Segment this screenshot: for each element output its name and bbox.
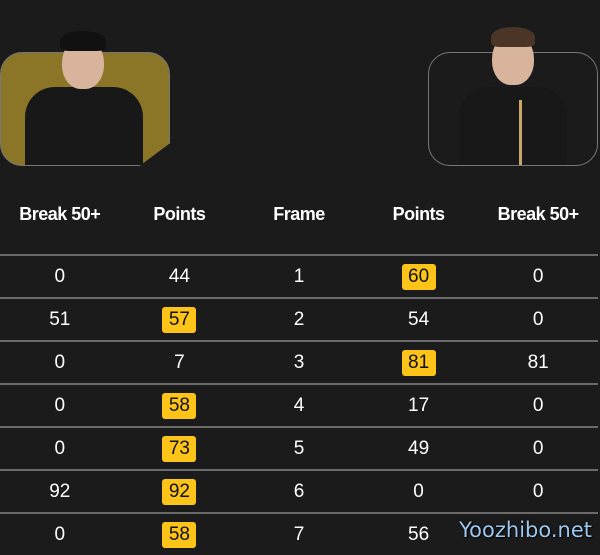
right-points-value: 49 xyxy=(408,437,430,459)
left-points-value: 44 xyxy=(168,265,190,287)
cell-frame-number: 1 xyxy=(239,266,359,288)
header-left-break: Break 50+ xyxy=(19,204,101,224)
left-break-value: 0 xyxy=(54,351,66,373)
cell-frame-number: 7 xyxy=(239,524,359,546)
cell-right-points: 60 xyxy=(359,263,479,290)
cell-right-points: 49 xyxy=(359,438,479,460)
table-row: 92 92 6 0 0 xyxy=(0,469,598,512)
right-break-value: 0 xyxy=(532,394,544,416)
right-points-value: 56 xyxy=(408,523,430,545)
right-points-value: 17 xyxy=(408,394,430,416)
table-header: Break 50+ Points Frame Points Break 50+ xyxy=(0,204,598,225)
cell-right-break: 81 xyxy=(478,352,598,374)
right-break-value: 81 xyxy=(527,351,549,373)
cell-right-points: 17 xyxy=(359,395,479,417)
cell-right-break: 0 xyxy=(478,438,598,460)
cell-left-break: 0 xyxy=(0,266,120,288)
cell-left-points: 44 xyxy=(120,266,240,288)
header-right-points: Points xyxy=(392,204,446,224)
cell-left-points: 73 xyxy=(120,435,240,462)
cell-left-points: 7 xyxy=(120,352,240,374)
cell-right-break: 0 xyxy=(478,309,598,331)
right-points-value: 60 xyxy=(401,263,436,290)
cell-left-break: 51 xyxy=(0,309,120,331)
cell-right-points: 0 xyxy=(359,481,479,503)
right-points-value: 81 xyxy=(401,349,436,376)
cell-frame-number: 4 xyxy=(239,395,359,417)
cell-left-points: 58 xyxy=(120,521,240,548)
left-break-value: 0 xyxy=(54,523,66,545)
cell-left-points: 92 xyxy=(120,478,240,505)
frame-number-value: 1 xyxy=(293,265,305,287)
frame-number-value: 2 xyxy=(293,308,305,330)
right-break-value: 0 xyxy=(532,265,544,287)
header-frame: Frame xyxy=(273,204,325,224)
right-player-figure xyxy=(455,25,575,165)
left-points-value: 58 xyxy=(162,392,197,419)
left-points-value: 57 xyxy=(162,306,197,333)
cell-frame-number: 6 xyxy=(239,481,359,503)
left-points-value: 7 xyxy=(174,351,185,373)
cell-left-points: 57 xyxy=(120,306,240,333)
left-player-figure xyxy=(25,25,145,165)
table-row: 51 57 2 54 0 xyxy=(0,297,598,340)
cell-left-break: 0 xyxy=(0,352,120,374)
table-row: 0 58 7 56 xyxy=(0,512,598,555)
header-left-points: Points xyxy=(153,204,206,224)
right-break-value: 0 xyxy=(532,480,544,502)
left-break-value: 92 xyxy=(49,480,71,502)
frames-table: 0 44 1 60 0 51 57 2 54 0 0 7 3 81 81 0 58 4 17 0 0 73 5 49 0 92 92… xyxy=(0,254,598,555)
watermark: Yoozhibo.net xyxy=(459,518,592,542)
cell-right-points: 56 xyxy=(359,524,479,546)
frame-number-value: 6 xyxy=(293,480,305,502)
table-row: 0 73 5 49 0 xyxy=(0,426,598,469)
table-row: 0 58 4 17 0 xyxy=(0,383,598,426)
cell-right-points: 81 xyxy=(359,349,479,376)
cell-left-break: 0 xyxy=(0,395,120,417)
cell-left-break: 0 xyxy=(0,524,120,546)
frame-number-value: 5 xyxy=(293,437,305,459)
cell-left-break: 92 xyxy=(0,481,120,503)
frame-number-value: 3 xyxy=(293,351,305,373)
cell-right-break: 0 xyxy=(478,395,598,417)
left-points-value: 73 xyxy=(162,435,197,462)
cell-frame-number: 5 xyxy=(239,438,359,460)
left-break-value: 51 xyxy=(49,308,71,330)
table-row: 0 7 3 81 81 xyxy=(0,340,598,383)
cell-frame-number: 2 xyxy=(239,309,359,331)
right-points-value: 0 xyxy=(413,480,424,502)
cell-left-break: 0 xyxy=(0,438,120,460)
cell-right-break: 0 xyxy=(478,266,598,288)
left-points-value: 92 xyxy=(162,478,197,505)
header-right-break: Break 50+ xyxy=(497,204,580,224)
cell-frame-number: 3 xyxy=(239,352,359,374)
cell-right-points: 54 xyxy=(359,309,479,331)
frame-number-value: 7 xyxy=(293,523,305,545)
left-break-value: 0 xyxy=(54,437,66,459)
right-points-value: 54 xyxy=(408,308,430,330)
left-break-value: 0 xyxy=(54,265,66,287)
cell-left-points: 58 xyxy=(120,392,240,419)
frame-number-value: 4 xyxy=(293,394,305,416)
right-break-value: 0 xyxy=(532,437,544,459)
cell-right-break: 0 xyxy=(478,481,598,503)
right-break-value: 0 xyxy=(532,308,544,330)
left-break-value: 0 xyxy=(54,394,66,416)
table-row: 0 44 1 60 0 xyxy=(0,254,598,297)
left-points-value: 58 xyxy=(162,521,197,548)
